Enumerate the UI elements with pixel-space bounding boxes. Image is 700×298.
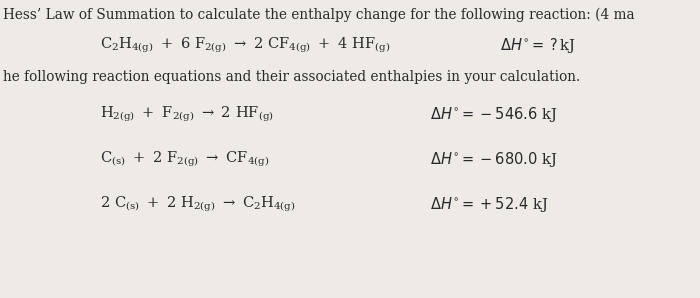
Text: $\mathregular{C_{(s)}\ +\ 2\ F_{2(g)}\ \rightarrow\ CF_{4(g)}}$: $\mathregular{C_{(s)}\ +\ 2\ F_{2(g)}\ \…	[100, 150, 270, 169]
Text: $\Delta H^{\circ} = -680.0\ \mathregular{kJ}$: $\Delta H^{\circ} = -680.0\ \mathregular…	[430, 150, 558, 169]
Text: $\mathregular{C_2H_{4(g)}}$$\mathregular{\ +\ 6\ F_{2(g)}\ \rightarrow\ 2\ CF_{4: $\mathregular{C_2H_{4(g)}}$$\mathregular…	[100, 36, 391, 55]
Text: $\Delta H^{\circ} = -546.6\ \mathregular{kJ}$: $\Delta H^{\circ} = -546.6\ \mathregular…	[430, 105, 558, 124]
Text: $\Delta H^{\circ} = +52.4\ \mathregular{kJ}$: $\Delta H^{\circ} = +52.4\ \mathregular{…	[430, 195, 548, 214]
Text: Hess’ Law of Summation to calculate the enthalpy change for the following reacti: Hess’ Law of Summation to calculate the …	[3, 8, 635, 22]
Text: he following reaction equations and their associated enthalpies in your calculat: he following reaction equations and thei…	[3, 70, 580, 84]
Text: $\mathregular{2\ C_{(s)}\ +\ 2\ H_{2(g)}\ \rightarrow\ C_2H_{4(g)}}$: $\mathregular{2\ C_{(s)}\ +\ 2\ H_{2(g)}…	[100, 195, 295, 214]
Text: $\Delta H^{\circ} = \,?\, \mathregular{kJ}$: $\Delta H^{\circ} = \,?\, \mathregular{k…	[500, 36, 575, 55]
Text: $\mathregular{H_{2(g)}\ +\ F_{2(g)}\ \rightarrow\ 2\ HF_{(g)}}$: $\mathregular{H_{2(g)}\ +\ F_{2(g)}\ \ri…	[100, 105, 274, 124]
